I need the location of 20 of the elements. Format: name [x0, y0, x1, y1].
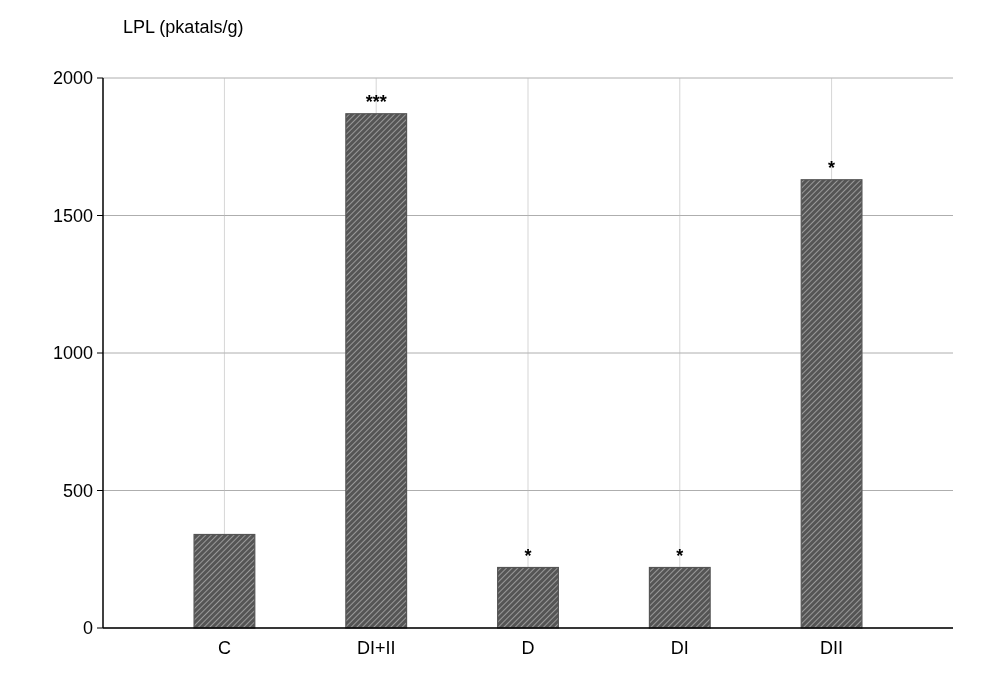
y-tick-label: 2000	[52, 68, 93, 89]
y-tick-label: 500	[62, 480, 93, 501]
bar	[497, 566, 559, 629]
annotation: ***	[365, 91, 387, 112]
y-tick-label: 1000	[52, 343, 93, 364]
x-tick-label: DI+II	[356, 638, 396, 658]
x-tick-label: D	[521, 638, 535, 658]
x-tick-label: DI	[670, 638, 689, 658]
bar	[648, 566, 711, 629]
annotation: *	[524, 545, 532, 566]
x-tick-label: C	[217, 638, 231, 658]
annotation: *	[676, 545, 684, 566]
bar	[193, 533, 256, 629]
y-axis-title: LPL (pkatals/g)	[123, 17, 244, 37]
y-tick-label: 1500	[52, 205, 93, 226]
bar	[800, 179, 863, 629]
y-tick-label: 0	[82, 618, 93, 639]
annotation: *	[828, 157, 836, 178]
bar	[345, 113, 408, 629]
x-tick-label: DII	[820, 638, 844, 658]
